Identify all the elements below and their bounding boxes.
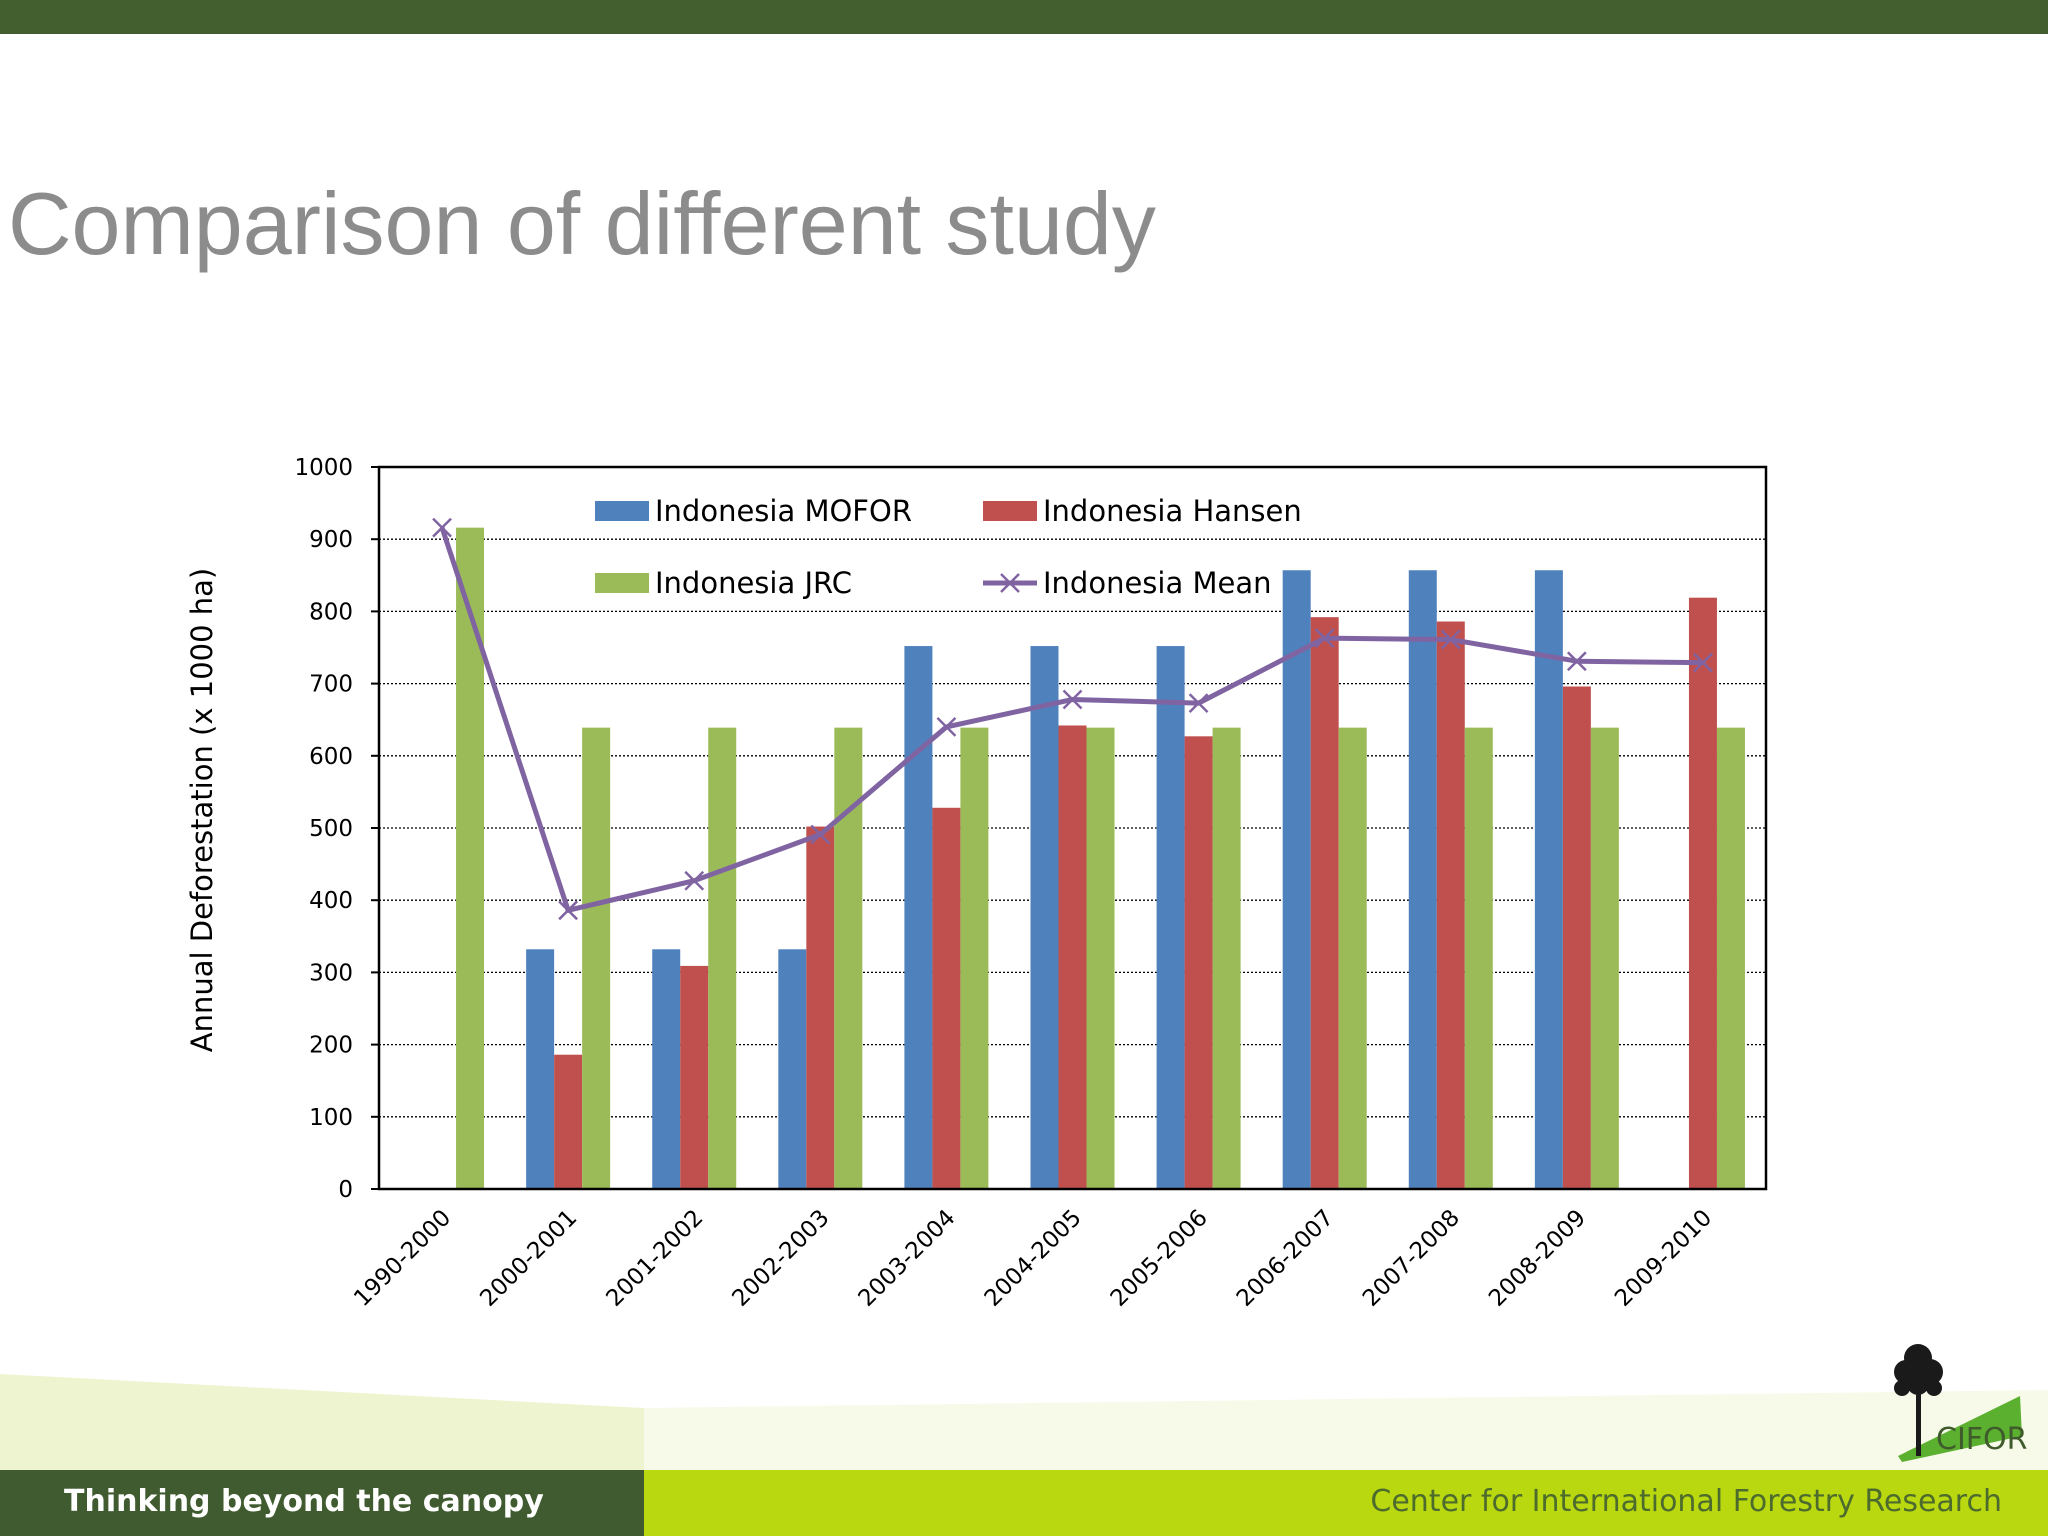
bar-indonesia-hansen	[1058, 725, 1087, 1189]
bar-indonesia-jrc	[1212, 727, 1241, 1189]
legend-label-indonesia-mofor: Indonesia MOFOR	[655, 494, 912, 528]
mean-marker-stroke	[1693, 652, 1713, 673]
x-tick-label: 2009-2010	[1610, 1205, 1717, 1312]
mean-marker-stroke	[1062, 689, 1083, 710]
mean-marker	[1314, 628, 1335, 648]
x-tick-label: 1990-2000	[349, 1205, 456, 1312]
x-tick-label: 2005-2006	[1106, 1205, 1213, 1312]
cifor-tree-logo-icon	[1894, 1344, 2022, 1462]
mean-marker	[1188, 693, 1209, 713]
y-tick-label: 1000	[294, 455, 353, 481]
footer-right-bar	[644, 1470, 2048, 1536]
mean-marker-stroke	[1188, 693, 1209, 713]
x-tick-label: 2004-2005	[980, 1205, 1087, 1312]
y-tick-label: 400	[309, 888, 353, 914]
bar-indonesia-hansen	[1310, 617, 1339, 1189]
mean-marker-stroke	[432, 517, 452, 538]
y-tick-label: 600	[309, 744, 353, 770]
top-bar	[0, 0, 2048, 34]
mean-marker	[1693, 652, 1713, 673]
mean-marker	[558, 900, 579, 921]
bar-indonesia-mofor	[652, 949, 681, 1189]
mean-marker	[684, 870, 705, 891]
bar-indonesia-mofor	[526, 949, 555, 1189]
x-tick-label: 2002-2003	[728, 1205, 835, 1312]
bar-indonesia-hansen	[680, 965, 709, 1189]
legend-label-indonesia-jrc: Indonesia JRC	[655, 566, 852, 600]
chart: 0 100 200 300 400 500 600 700 800 900 1000 1990-200…	[185, 455, 1768, 1312]
mean-marker-stroke	[810, 824, 831, 845]
bar-indonesia-mofor	[1156, 646, 1185, 1189]
legend-marker-indonesia-mean	[1000, 573, 1020, 593]
bar-indonesia-jrc	[1464, 727, 1493, 1189]
y-tick-label: 100	[309, 1105, 353, 1131]
footer-tagline: Thinking beyond the canopy	[64, 1484, 544, 1519]
footer-org-name: Center for International Forestry Resear…	[1370, 1484, 2002, 1519]
bar-indonesia-hansen	[1184, 736, 1213, 1189]
mean-marker	[432, 517, 452, 538]
bar-indonesia-jrc	[960, 727, 989, 1189]
y-tick-label: 900	[309, 527, 353, 553]
bar-indonesia-hansen	[1688, 597, 1717, 1189]
mean-marker	[936, 717, 957, 737]
bar-indonesia-mofor	[778, 949, 807, 1189]
y-tick-label: 800	[309, 599, 353, 625]
x-tick-label: 2006-2007	[1232, 1205, 1339, 1312]
y-axis-label: Annual Deforestation (x 1000 ha)	[185, 568, 219, 1052]
bar-indonesia-hansen	[932, 807, 961, 1189]
mean-marker	[1566, 651, 1587, 672]
footer-band	[0, 1370, 2048, 1470]
x-tick-label: 2001-2002	[601, 1205, 708, 1312]
bar-indonesia-mofor	[1534, 570, 1563, 1189]
bar-indonesia-jrc	[708, 727, 737, 1189]
footer-left-tag	[0, 1470, 644, 1536]
mean-marker	[1440, 629, 1461, 650]
x-tick-label: 2003-2004	[854, 1205, 961, 1312]
mean-marker-stroke	[1314, 628, 1335, 648]
bar-indonesia-mofor	[1030, 646, 1059, 1189]
bar-indonesia-mofor	[1282, 570, 1311, 1189]
mean-marker-stroke	[936, 717, 957, 737]
mean-marker-stroke	[1440, 629, 1461, 650]
bar-indonesia-hansen	[1562, 686, 1591, 1189]
x-tick-label: 2000-2001	[475, 1205, 582, 1312]
legend-swatch-indonesia-hansen	[983, 501, 1037, 521]
legend-label-indonesia-mean: Indonesia Mean	[1043, 566, 1271, 600]
mean-marker-stroke	[1566, 651, 1587, 672]
x-tick-label: 2008-2009	[1484, 1205, 1591, 1312]
bar-indonesia-jrc	[582, 727, 611, 1189]
legend-swatch-indonesia-jrc	[595, 573, 649, 593]
bar-indonesia-hansen	[806, 826, 835, 1189]
bar-indonesia-mofor	[1408, 570, 1437, 1189]
y-tick-label: 700	[309, 672, 353, 698]
mean-marker-stroke	[684, 870, 705, 891]
bar-indonesia-jrc	[1086, 727, 1115, 1189]
bar-indonesia-hansen	[1436, 621, 1465, 1189]
y-tick-label: 0	[338, 1177, 353, 1203]
bar-indonesia-jrc	[834, 727, 863, 1189]
legend-swatch-indonesia-mofor	[595, 501, 649, 521]
bar-indonesia-jrc	[1338, 727, 1367, 1189]
plot-border	[377, 465, 1768, 1191]
logo-text: CIFOR	[1936, 1422, 2028, 1457]
bar-indonesia-hansen	[554, 1054, 583, 1189]
y-tick-label: 500	[309, 816, 353, 842]
legend-label-indonesia-hansen: Indonesia Hansen	[1043, 494, 1302, 528]
bar-indonesia-jrc	[1716, 727, 1745, 1189]
mean-marker	[1062, 689, 1083, 710]
bar-indonesia-jrc	[1590, 727, 1619, 1189]
bar-indonesia-jrc	[456, 527, 485, 1189]
y-tick-label: 200	[309, 1033, 353, 1059]
mean-marker-stroke	[558, 900, 579, 921]
x-tick-label: 2007-2008	[1358, 1205, 1465, 1312]
y-tick-label: 300	[309, 960, 353, 986]
mean-marker	[810, 824, 831, 845]
bar-indonesia-mofor	[904, 646, 933, 1189]
slide-title: Comparison of different study	[8, 174, 1156, 273]
